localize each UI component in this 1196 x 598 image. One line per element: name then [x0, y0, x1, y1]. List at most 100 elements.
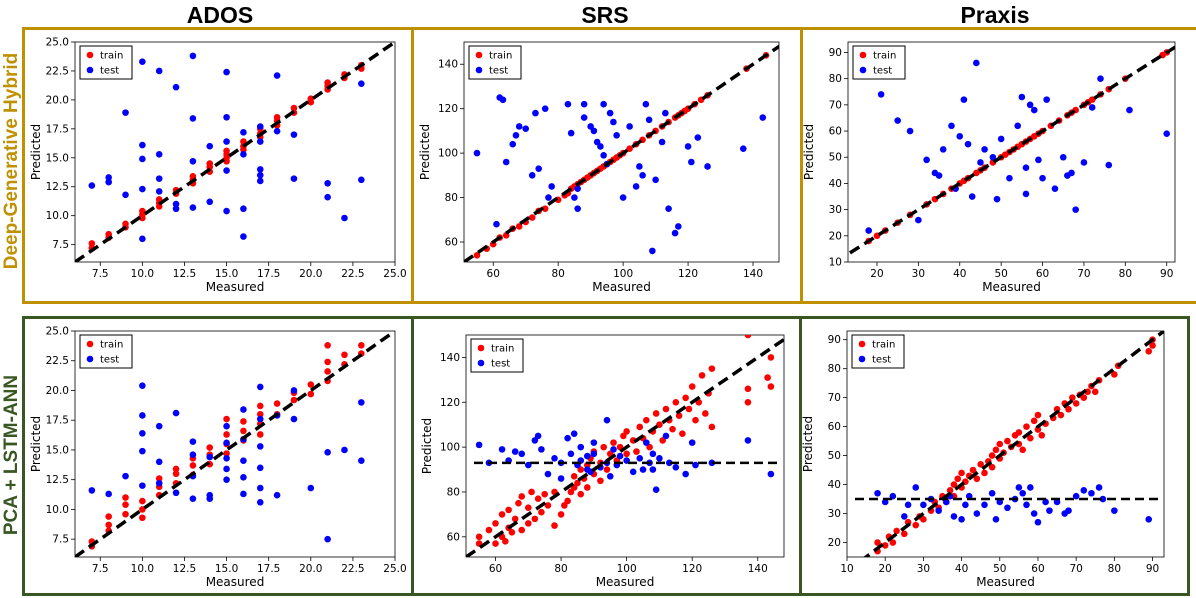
test-point	[290, 131, 298, 138]
test-point	[223, 68, 230, 76]
test-point	[649, 450, 657, 458]
y-tick-label: 70	[828, 392, 841, 404]
test-point	[290, 415, 298, 423]
legend-test-marker	[859, 66, 867, 74]
train-point	[256, 431, 264, 438]
train-point	[996, 440, 1004, 448]
test-point	[877, 91, 885, 98]
train-point	[1057, 411, 1065, 419]
test-point	[992, 516, 1000, 523]
train-point	[518, 526, 526, 534]
test-point	[1026, 101, 1034, 109]
test-point	[915, 216, 922, 224]
test-point	[240, 151, 247, 158]
legend-test-label: test	[100, 355, 119, 366]
test-point	[1051, 185, 1059, 192]
test-point	[1065, 507, 1072, 514]
test-point	[671, 229, 679, 237]
test-point	[172, 205, 180, 213]
y-tick-label: 15.0	[46, 444, 69, 456]
y-tick-label: 15.0	[46, 152, 69, 164]
train-point	[652, 410, 660, 417]
y-tick-label: 12.5	[46, 181, 69, 193]
test-point	[223, 207, 230, 215]
test-point	[759, 114, 767, 121]
train-point	[518, 493, 526, 500]
x-tick-label: 20.0	[299, 563, 322, 575]
train-point	[122, 501, 129, 508]
test-point	[502, 158, 510, 166]
test-point	[557, 475, 565, 482]
chart-praxis-deep-generative: 20 30 40 50 60 70 80 90 10 20 30 40 50 60 70 80 90 Measur…	[802, 41, 1176, 294]
test-point	[155, 67, 163, 75]
test-point	[223, 439, 230, 447]
test-point	[273, 491, 281, 499]
test-point	[139, 412, 146, 419]
test-point	[639, 172, 646, 179]
legend-box	[852, 45, 906, 80]
legend-box	[851, 334, 905, 369]
y-tick-label: 20	[829, 230, 842, 242]
test-point	[580, 114, 588, 121]
test-point	[256, 166, 264, 173]
train-point	[105, 521, 112, 529]
train-point	[473, 252, 481, 259]
train-point	[324, 368, 331, 375]
test-point	[564, 100, 572, 108]
test-point	[567, 129, 575, 137]
test-point	[923, 156, 930, 164]
y-tick-label: 140	[440, 352, 460, 364]
train-point	[682, 394, 689, 402]
x-tick-label: 17.5	[257, 268, 280, 280]
train-point	[223, 147, 230, 155]
test-point	[256, 171, 264, 179]
test-point	[139, 482, 146, 489]
test-point	[172, 409, 180, 417]
test-point	[290, 387, 298, 394]
legend-test-marker	[86, 66, 94, 74]
test-point	[904, 501, 912, 509]
x-tick-label: 10.0	[131, 268, 154, 280]
test-point	[1111, 507, 1118, 514]
test-point	[498, 446, 506, 453]
test-point	[960, 96, 968, 103]
test-point	[610, 446, 617, 453]
test-point	[534, 432, 542, 440]
panel-ados-pca-lstm: 7.5 10.0 12.5 15.0 17.5 20.0 22.5 25.0 7.5 10.0 12…	[25, 319, 411, 593]
test-point	[590, 439, 598, 446]
legend-train-label: train	[489, 51, 512, 62]
test-point	[139, 447, 146, 455]
test-point	[948, 122, 955, 130]
train-point	[1004, 437, 1011, 445]
test-point	[518, 450, 526, 458]
test-point	[515, 123, 523, 130]
train-point	[122, 220, 129, 228]
plot-area-frame	[846, 330, 1165, 558]
test-point	[688, 158, 695, 166]
test-point	[616, 452, 624, 460]
test-point	[240, 406, 247, 413]
y-tick-label: 20.0	[46, 94, 69, 106]
test-point	[571, 194, 578, 201]
train-point	[541, 205, 549, 212]
test-point	[240, 129, 247, 136]
train-point	[969, 466, 977, 474]
test-point	[206, 142, 214, 150]
test-point	[189, 115, 197, 122]
legend-test-label: test	[489, 66, 508, 77]
train-point	[515, 499, 522, 507]
test-point	[632, 183, 640, 190]
test-point	[935, 507, 942, 514]
train-point	[341, 351, 348, 359]
x-tick-label: 60	[489, 563, 502, 575]
x-tick-label: 40	[955, 563, 968, 575]
test-point	[155, 479, 163, 487]
train-point	[172, 470, 180, 478]
test-point	[977, 159, 984, 166]
test-point	[744, 437, 752, 444]
train-point	[679, 430, 686, 437]
test-point	[358, 399, 365, 406]
legend-train-label: train	[491, 344, 514, 355]
y-tick-label: 10.0	[46, 210, 69, 222]
train-point	[1088, 96, 1096, 103]
